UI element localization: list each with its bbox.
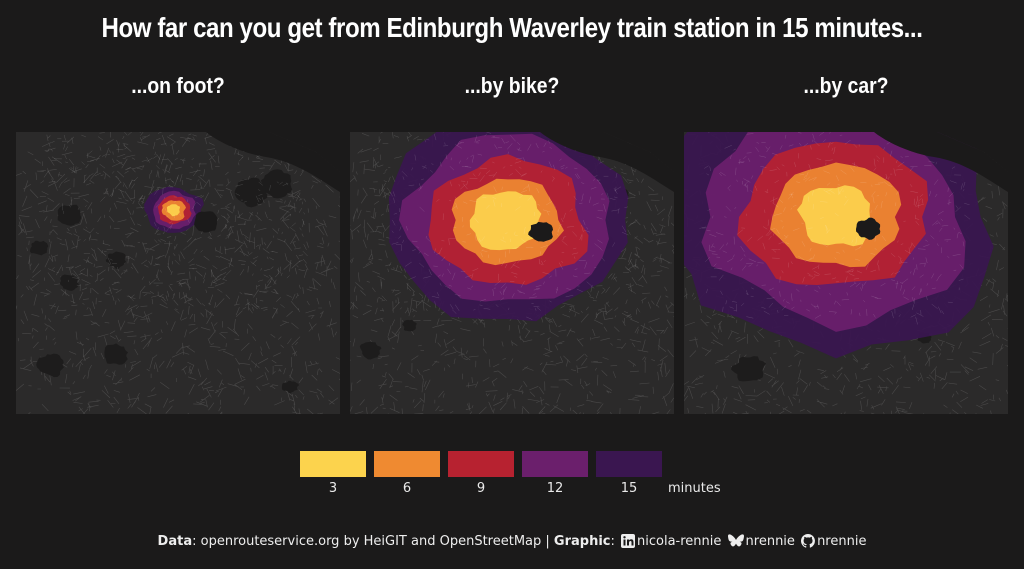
github-link[interactable]: nrennie	[817, 534, 867, 549]
legend-swatch-6	[374, 451, 440, 477]
footer-data-text: : openrouteservice.org by HeiGIT and Ope…	[192, 534, 554, 549]
legend-swatch-3	[300, 451, 366, 477]
map-panel-car: ...by car?	[684, 70, 1008, 414]
isochrone-map-foot	[16, 132, 340, 414]
isochrone-map-bike	[350, 132, 674, 414]
legend-swatch-9	[448, 451, 514, 477]
page-title: How far can you get from Edinburgh Waver…	[101, 12, 923, 43]
map-panel-foot: ...on foot?	[16, 70, 340, 414]
legend-label-9: 9	[476, 481, 486, 496]
footer-data-label: Data	[157, 534, 193, 549]
legend-label-12: 12	[546, 481, 564, 496]
legend-unit: minutes	[668, 481, 721, 496]
legend-label-15: 15	[620, 481, 638, 496]
github-icon	[801, 534, 815, 548]
linkedin-icon	[621, 534, 636, 548]
legend-label-6: 6	[402, 481, 412, 496]
map-panel-bike: ...by bike?	[350, 70, 674, 414]
isochrone-map-car	[684, 132, 1008, 414]
legend-swatch-12	[522, 451, 588, 477]
footer-graphic-label: Graphic	[553, 534, 611, 549]
panel-title-bike: ...by bike?	[464, 73, 560, 98]
linkedin-link[interactable]: nicola-rennie	[637, 534, 722, 549]
panel-title-foot: ...on foot?	[131, 73, 225, 98]
legend: 3 6 9 12 15 minutes	[300, 451, 740, 501]
footer-caption: Data: openrouteservice.org by HeiGIT and…	[0, 534, 1024, 549]
footer-sep: :	[610, 534, 615, 549]
legend-label-3: 3	[328, 481, 338, 496]
legend-swatch-15	[596, 451, 662, 477]
bluesky-link[interactable]: nrennie	[745, 534, 795, 549]
bluesky-icon	[727, 534, 744, 547]
panel-title-car: ...by car?	[803, 73, 889, 98]
